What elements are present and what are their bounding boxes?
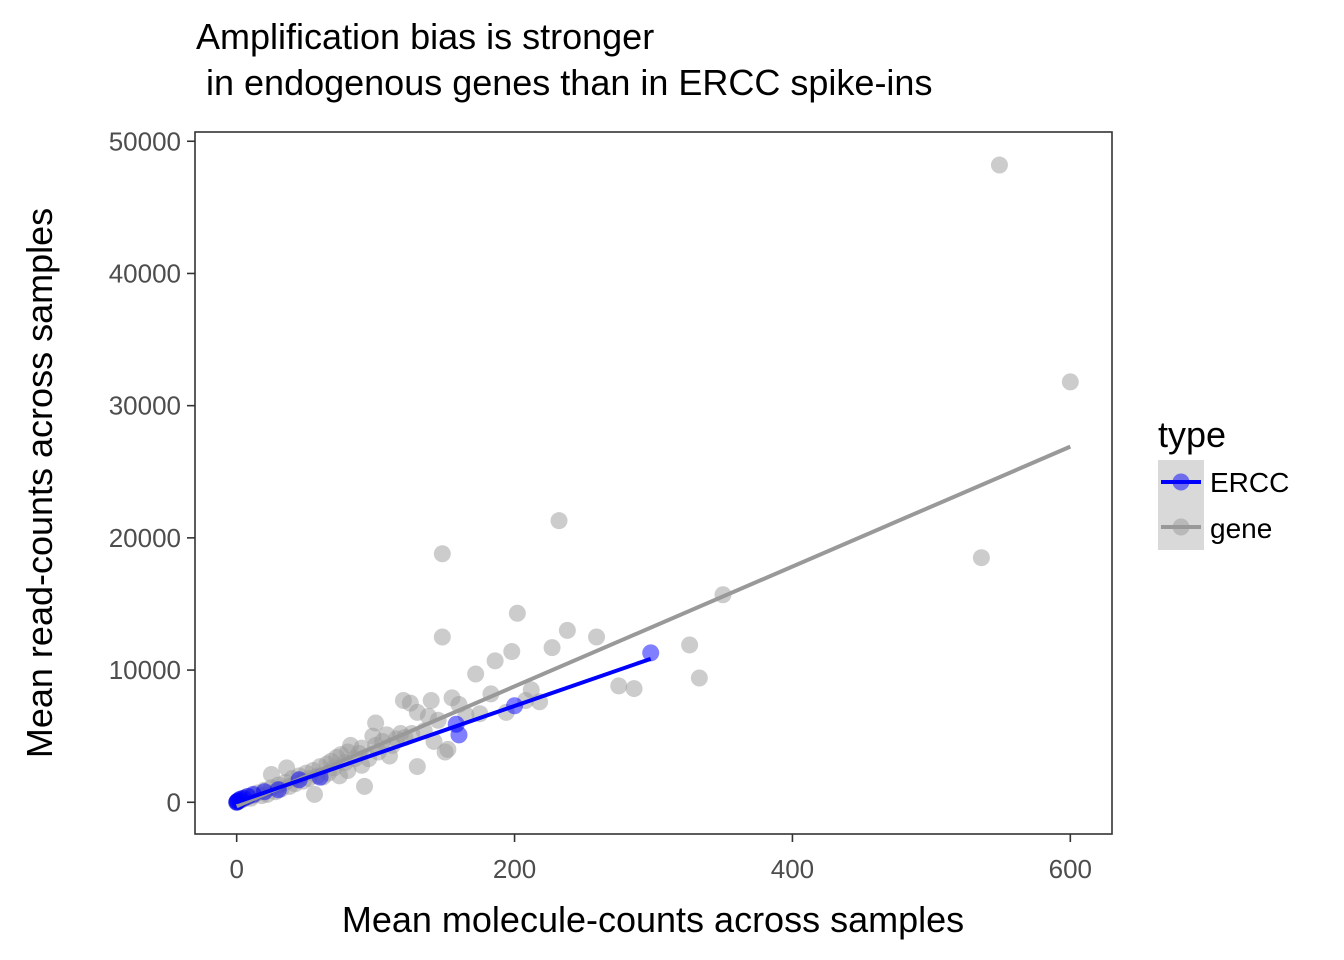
chart-title-line-2: in endogenous genes than in ERCC spike-i… (196, 62, 933, 103)
y-tick-label: 50000 (109, 126, 181, 156)
y-tick-label: 0 (167, 787, 181, 817)
gene-point (433, 628, 451, 646)
gene-point (681, 636, 699, 654)
y-axis-title: Mean read-counts across samples (19, 208, 60, 758)
gene-point (558, 621, 576, 639)
y-tick-label: 10000 (109, 655, 181, 685)
gene-point (625, 680, 643, 698)
ercc-trend-line (236, 656, 652, 805)
gene-point (972, 549, 990, 567)
gene-point (508, 604, 526, 622)
ercc-point (642, 644, 660, 662)
gene-point (408, 758, 426, 776)
ercc-point (450, 726, 468, 744)
gene-trend-line (235, 444, 1072, 809)
x-axis: 0 200 400 600 (229, 834, 1092, 884)
gene-point (690, 669, 708, 687)
y-tick-label: 20000 (109, 523, 181, 553)
gene-point (503, 643, 521, 661)
legend-label-gene: gene (1210, 513, 1272, 544)
x-tick-label: 400 (771, 854, 814, 884)
trend-lines-layer (235, 444, 1072, 809)
gene-point (610, 677, 628, 695)
y-tick-label: 40000 (109, 258, 181, 288)
gene-point (467, 665, 485, 683)
legend: type ERCC gene (1158, 414, 1289, 550)
gene-point (433, 545, 451, 563)
legend-key-gene-point (1172, 518, 1190, 536)
gene-point (356, 777, 374, 795)
legend-title: type (1158, 414, 1226, 455)
x-tick-label: 200 (493, 854, 536, 884)
plot-panel-border (194, 131, 1113, 835)
gene-point (305, 785, 323, 803)
gene-point (550, 512, 568, 530)
gene-point (990, 156, 1008, 174)
gene-point (422, 691, 440, 709)
gene-point (522, 681, 540, 699)
gene-point (1061, 373, 1079, 391)
y-axis: 0 10000 20000 30000 40000 50000 (109, 126, 195, 817)
gene-point (543, 639, 561, 657)
legend-key-ercc-point (1172, 473, 1190, 491)
gene-point (588, 628, 606, 646)
legend-label-ercc: ERCC (1210, 467, 1289, 498)
gene-point (439, 740, 457, 758)
y-tick-label: 30000 (109, 391, 181, 421)
gene-points-layer (228, 156, 1079, 811)
chart-title-line-1: Amplification bias is stronger (196, 16, 655, 57)
x-axis-title: Mean molecule-counts across samples (342, 899, 964, 940)
gene-point (486, 652, 504, 670)
x-tick-label: 0 (229, 854, 243, 884)
x-tick-label: 600 (1049, 854, 1092, 884)
gene-point (367, 714, 385, 732)
